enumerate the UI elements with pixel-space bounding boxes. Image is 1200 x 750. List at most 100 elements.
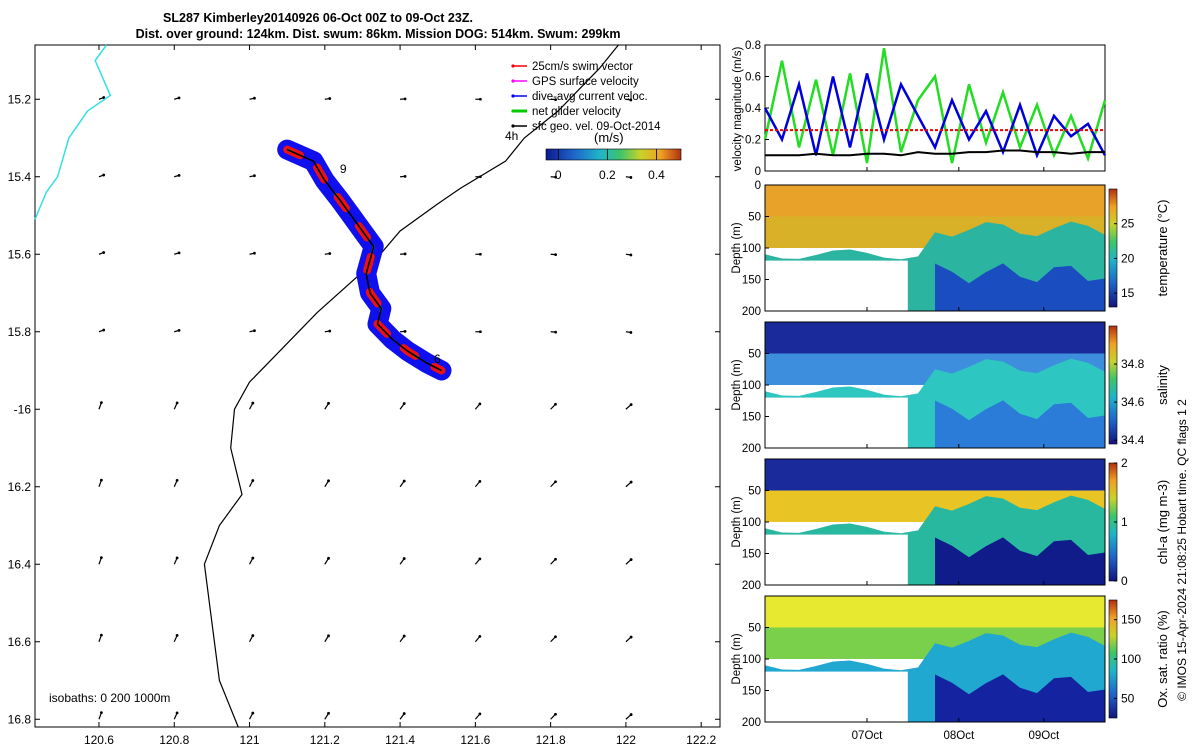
map-xtick-label: 121: [240, 733, 260, 747]
geo-vector-head: [478, 479, 482, 483]
geo-vector-head: [99, 478, 103, 482]
map-ytick-label: 15.6: [8, 247, 32, 261]
geo-vector-head: [102, 96, 106, 99]
geo-vector-head: [402, 712, 406, 715]
velocity-ylabel: velocity magnitude (m/s): [732, 47, 744, 172]
legend-swatch-head: [511, 94, 515, 98]
geo-vector-head: [99, 633, 103, 637]
glider-track: [286, 148, 442, 372]
geo-vector-head: [629, 331, 633, 334]
oxygen-surface-layer: [765, 596, 1105, 628]
section-xtick-label: 07Oct: [852, 730, 883, 742]
colorbar-tick-label: 0.2: [599, 168, 616, 182]
salinity-cbar-tick-label: 34.8: [1121, 357, 1145, 371]
map-ytick-label: -16: [14, 402, 32, 416]
geo-vector-head: [478, 97, 482, 101]
salinity-colorbar: [1108, 325, 1118, 445]
map-xtick-label: 120.6: [84, 733, 114, 747]
oxygen-cbar-label: Ox. sat. ratio (%): [1155, 610, 1170, 708]
map-ytick-label: 15.8: [8, 325, 32, 339]
temperature-cbar-label: temperature (°C): [1155, 200, 1170, 297]
geo-vector-head: [402, 634, 406, 638]
geo-vector-head: [177, 328, 181, 332]
temperature-surface-layer: [765, 185, 1105, 217]
geo-vector-head: [99, 401, 103, 405]
velocity-axis-ticks: 0 0.2 0.4 0.6 0.8: [745, 40, 1045, 178]
velocity-ytick-label: 0.6: [745, 72, 761, 84]
salinity-deep-layer: [935, 400, 1105, 448]
temperature-colorbar: [1108, 188, 1118, 308]
salinity-cbar-tick-label: 34.6: [1121, 395, 1145, 409]
salinity-ytick-label: 50: [748, 349, 761, 361]
geo-vector-head: [629, 480, 633, 484]
geo-vector-head: [251, 401, 255, 405]
oxygen-panel: 50 100 150 200 Depth (m) 50 100 150 Ox. sat. rat…: [731, 595, 1170, 729]
velocity-ytick-label: 0.8: [745, 40, 761, 52]
map-xtick-label: 121.4: [385, 733, 415, 747]
geo-vector-head: [175, 711, 179, 715]
geo-vector-head: [554, 175, 558, 179]
geo-vector-head: [253, 329, 256, 333]
oxygen-ylabel: Depth (m): [731, 633, 743, 684]
geo-vector-head: [327, 401, 330, 405]
chla-cbar-tick-label: 0: [1121, 574, 1128, 588]
salinity-panel: 50 100 150 200 Depth (m) 34.4 34.6 34.8 salinity: [731, 321, 1170, 455]
oxygen-ytick-label: 150: [742, 686, 761, 698]
geo-vector-head: [478, 557, 482, 561]
map-ytick-label: 16.8: [8, 712, 32, 726]
geo-vector-head: [402, 557, 406, 560]
salinity-surface-layer: [765, 322, 1105, 354]
velocity-series-line: [765, 149, 1105, 157]
geo-vector-head: [99, 556, 103, 560]
geo-vector-head: [328, 329, 332, 333]
map-ytick-label: 16.2: [8, 480, 32, 494]
geo-vector-head: [327, 556, 330, 560]
title-line-1: SL287 Kimberley20140926 06-Oct 00Z to 09…: [163, 11, 473, 25]
geo-vector-head: [175, 401, 179, 405]
velocity-series: [763, 47, 1107, 164]
geo-vector-head: [554, 480, 557, 484]
legend-time-note: 4h: [505, 129, 518, 143]
geo-vector-head: [403, 97, 407, 101]
geo-vector-head: [328, 97, 332, 100]
oxygen-no-data: [765, 671, 908, 722]
geo-vector-head: [251, 711, 255, 715]
chla-cbar-tick-label: 1: [1121, 515, 1128, 529]
geo-vector-head: [177, 173, 181, 177]
velocity-ytick-label: 0.4: [745, 103, 762, 115]
temperature-ytick-label: 100: [742, 243, 761, 255]
geo-vector-head: [327, 479, 330, 483]
geo-vector-head: [253, 251, 256, 255]
colorbar-tick-label: 0.4: [648, 168, 665, 182]
geo-vector-head: [102, 328, 106, 332]
velocity-series-line: [763, 73, 1107, 159]
chla-surface-layer: [765, 459, 1105, 491]
chla-panel: 50 100 150 200 Depth (m) 0 1 2 chl-a (mg m-3): [731, 456, 1170, 592]
salinity-cbar-tick-label: 34.4: [1121, 433, 1145, 447]
chla-ytick-label: 100: [742, 517, 761, 529]
geo-vector-head: [102, 251, 106, 254]
legend-entry: net glider velocity: [532, 106, 621, 118]
geo-vector-head: [177, 251, 181, 255]
salinity-ytick-label: 150: [742, 412, 761, 424]
geo-vector-head: [629, 253, 633, 257]
map-xtick-label: 122.2: [686, 733, 716, 747]
geo-vector-head: [629, 635, 633, 639]
geo-vector-head: [554, 635, 557, 639]
geo-vector-head: [251, 634, 255, 637]
salinity-cbar-label: salinity: [1155, 365, 1170, 405]
legend-swatch-head: [511, 64, 515, 68]
chla-ytick-label: 200: [742, 580, 761, 592]
footer-credit: © IMOS 15-Apr-2024 21:08:25 Hobart time.…: [1175, 399, 1189, 701]
geo-vector-head: [554, 712, 557, 716]
map-axes-box: [34, 44, 721, 728]
map-xtick-label: 120.8: [159, 733, 189, 747]
geostrophic-vector-field: [98, 96, 633, 720]
geo-vector-head: [403, 252, 407, 256]
temperature-panel: 0 50 100 150 200 Depth (m) 15 20 25 temperature (…: [731, 180, 1170, 318]
map-ytick-label: 15.2: [8, 92, 32, 106]
chla-no-data: [765, 534, 908, 585]
geo-vector-head: [327, 634, 330, 638]
geo-vector-head: [554, 330, 558, 334]
